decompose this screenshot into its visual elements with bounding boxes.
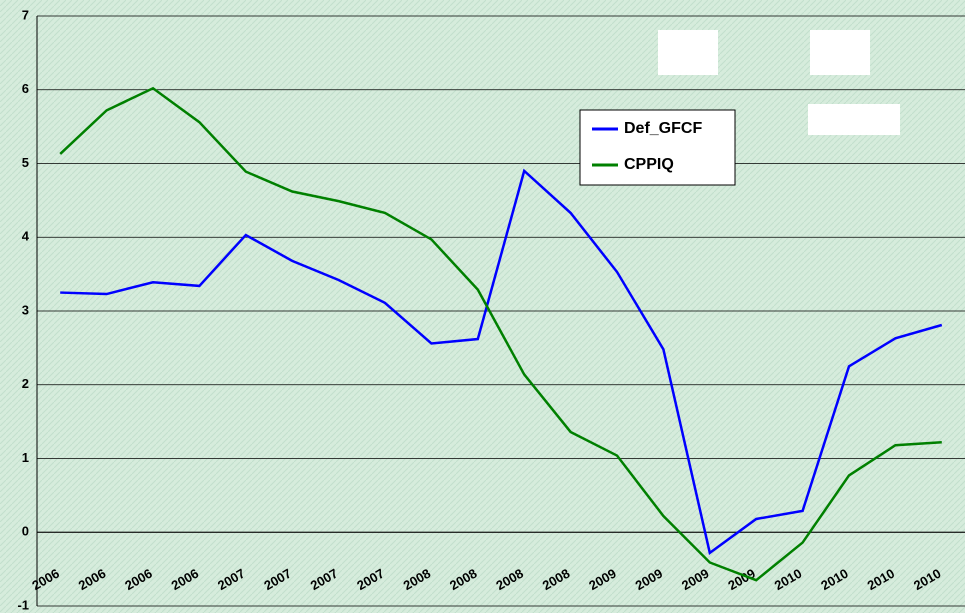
line-series [60, 168, 943, 556]
legend-label: CPPIQ [624, 156, 674, 173]
y-tick-label: 3 [22, 302, 29, 317]
blank-box [808, 104, 900, 135]
y-tick-label: 5 [22, 155, 29, 170]
blank-box [810, 30, 870, 75]
y-tick-label: 6 [22, 81, 29, 96]
y-tick-label: 2 [22, 376, 29, 391]
legend [579, 109, 736, 186]
line-series [59, 86, 942, 582]
y-tick-label: 4 [22, 229, 30, 244]
y-tick-label: -1 [17, 597, 29, 612]
y-tick-label: 0 [22, 524, 29, 539]
blank-box [658, 30, 718, 75]
y-tick-label: 1 [22, 450, 29, 465]
y-tick-label: 7 [22, 7, 29, 22]
legend-label: Def_GFCF [624, 120, 702, 137]
